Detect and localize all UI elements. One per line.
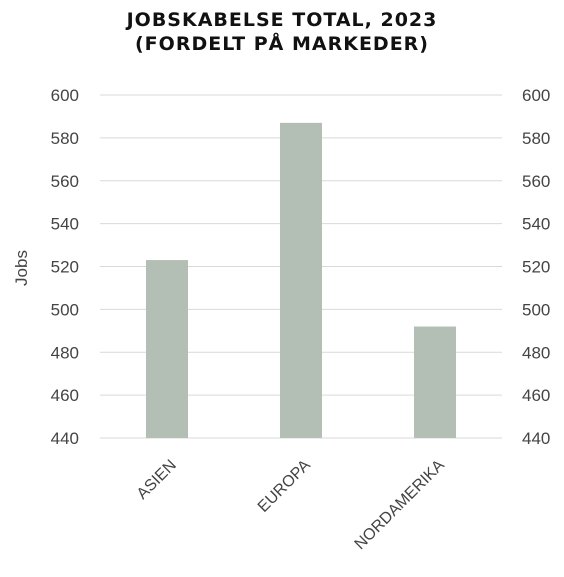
y-tick-label-right: 500 [522,300,550,319]
y-tick-label-left: 520 [51,258,79,277]
y-tick-label-left: 560 [51,172,79,191]
y-tick-label-left: 500 [51,300,79,319]
y-tick-label-right: 440 [522,429,550,448]
y-tick-label-left: 460 [51,386,79,405]
bar-nordamerika [414,326,456,438]
y-tick-label-right: 540 [522,215,550,234]
y-tick-label-right: 520 [522,258,550,277]
chart-title: JOBSKABELSE TOTAL, 2023 (FORDELT PÅ MARK… [0,8,564,56]
y-tick-label-left: 440 [51,429,79,448]
chart-title-line-2: (FORDELT PÅ MARKEDER) [135,33,429,55]
bar-europa [280,122,322,439]
y-tick-label-right: 580 [522,129,550,148]
y-tick-label-right: 480 [522,343,550,362]
y-tick-label-right: 600 [522,86,550,105]
y-tick-label-left: 540 [51,215,79,234]
y-tick-label-left: 480 [51,343,79,362]
x-axis-labels: ASIEN EUROPA NORDAMERIKA [134,457,448,553]
y-tick-label-right: 560 [522,172,550,191]
bar-asien [146,260,188,438]
x-category-label: ASIEN [134,457,180,503]
left-y-axis: 440 460 480 500 520 540 560 580 600 [51,86,79,448]
x-category-label: EUROPA [255,457,314,516]
chart-title-line-1: JOBSKABELSE TOTAL, 2023 [126,9,438,31]
right-y-axis: 440 460 480 500 520 540 560 580 600 [522,86,550,448]
y-tick-label-left: 600 [51,86,79,105]
y-axis-label: Jobs [12,250,31,286]
bars [146,122,456,439]
y-tick-label-left: 580 [51,129,79,148]
y-tick-label-right: 460 [522,386,550,405]
x-category-label: NORDAMERIKA [352,457,448,553]
